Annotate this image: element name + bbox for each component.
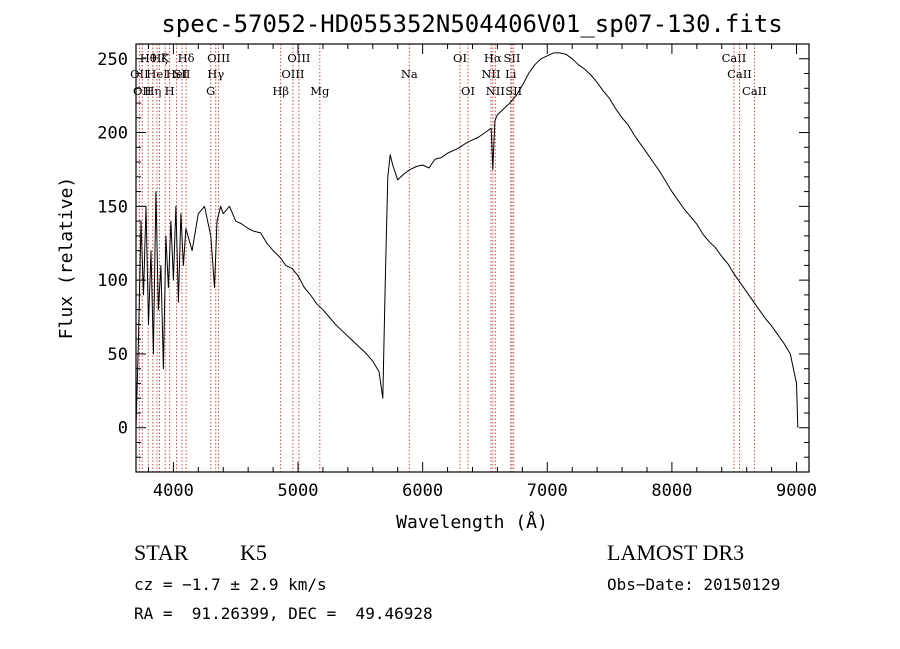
x-tick-label: 4000 (153, 481, 194, 501)
line-marker-label: OI (461, 84, 475, 98)
object-class: STAR (134, 540, 189, 565)
line-marker-label: Mg (310, 84, 330, 98)
y-tick-label: 50 (108, 345, 128, 365)
spectrum-line (135, 52, 799, 428)
line-marker-label: NII (486, 84, 505, 98)
plot-frame (135, 43, 810, 473)
chart-title: spec-57052-HD055352N504406V01_sp07-130.f… (161, 10, 782, 38)
line-marker-label: CaII (722, 51, 747, 65)
line-markers: OIIOIIHθHηHeIHζKHHeISIIHδGHγOIIIHβOIIIOI… (130, 44, 767, 472)
y-tick-label: 250 (97, 50, 128, 70)
y-axis-label: Flux (relative) (56, 177, 77, 340)
line-marker-label: SII (505, 84, 522, 98)
observation-date: Obs−Date: 20150129 (607, 575, 781, 594)
line-marker-label: Na (401, 67, 418, 81)
redshift-cz: cz = −1.7 ± 2.9 km/s (134, 575, 327, 594)
x-tick-label: 5000 (278, 481, 319, 501)
x-tick-label: 9000 (776, 481, 817, 501)
line-marker-label: OI (453, 51, 467, 65)
line-marker-label: G (206, 84, 215, 98)
x-tick-label: 8000 (651, 481, 692, 501)
line-marker-label: SII (174, 67, 191, 81)
line-marker-label: Li (505, 67, 517, 81)
line-marker-label: OIII (281, 67, 304, 81)
line-marker-label: Hδ (178, 51, 195, 65)
x-tick-label: 6000 (402, 481, 443, 501)
line-marker-label: NII (481, 67, 500, 81)
line-marker-label: Hγ (207, 67, 224, 81)
line-marker-label: K (161, 51, 170, 65)
line-marker-label: Hα (484, 51, 502, 65)
line-marker-label: HeI (166, 67, 187, 81)
line-marker-label: OIII (287, 51, 310, 65)
axis-ticks: 4000 5000 6000 7000 8000 9000 0 50 100 150 200 250 (97, 43, 817, 501)
survey-name: LAMOST DR3 (607, 540, 745, 565)
line-marker-label: Hζ (151, 51, 167, 65)
line-marker-label: HeI (146, 67, 167, 81)
coordinates: RA = 91.26399, DEC = 49.46928 (134, 604, 433, 623)
y-tick-label: 150 (97, 197, 128, 217)
subclass: K5 (240, 540, 267, 565)
line-marker-label: SII (504, 51, 521, 65)
line-marker-label: OIII (207, 51, 230, 65)
x-axis-label: Wavelength (Å) (396, 511, 548, 533)
line-marker-label: CaII (727, 67, 752, 81)
y-tick-label: 100 (97, 271, 128, 291)
series-group (135, 52, 799, 428)
x-tick-label: 7000 (527, 481, 568, 501)
line-marker-label: H (165, 84, 175, 98)
line-marker-label: CaII (742, 84, 767, 98)
line-marker-label: OII (133, 84, 152, 98)
line-marker-label: Hη (144, 84, 161, 98)
y-tick-label: 200 (97, 124, 128, 144)
y-tick-label: 0 (118, 419, 128, 439)
line-marker-label: Hβ (272, 84, 289, 98)
